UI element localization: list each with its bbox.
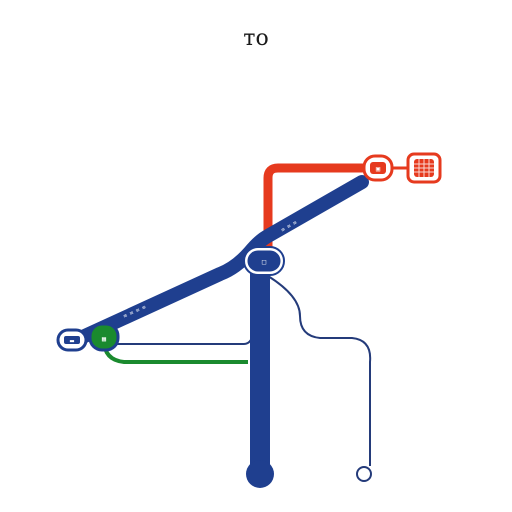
left-station-inner [64, 336, 80, 344]
hub-station-outline [243, 246, 285, 276]
left-station-label: ▬ [70, 337, 75, 345]
grid-sign-pattern [414, 159, 434, 177]
navy-loop-branch [267, 275, 372, 466]
green-station-label: ▦ [102, 335, 107, 343]
navy-branch-left [110, 329, 255, 345]
green-station-node[interactable] [88, 322, 120, 352]
diagram-title: то [243, 26, 269, 51]
blue-route-diagonal [69, 175, 369, 347]
circle-terminal-icon [246, 460, 274, 488]
red-station-label: ▣ [376, 165, 380, 173]
red-route-line [263, 163, 373, 253]
loop-end-icon [356, 466, 372, 482]
hub-station-node[interactable] [244, 247, 284, 275]
hub-station-label: □ [262, 258, 266, 266]
red-station-inner [370, 162, 386, 174]
